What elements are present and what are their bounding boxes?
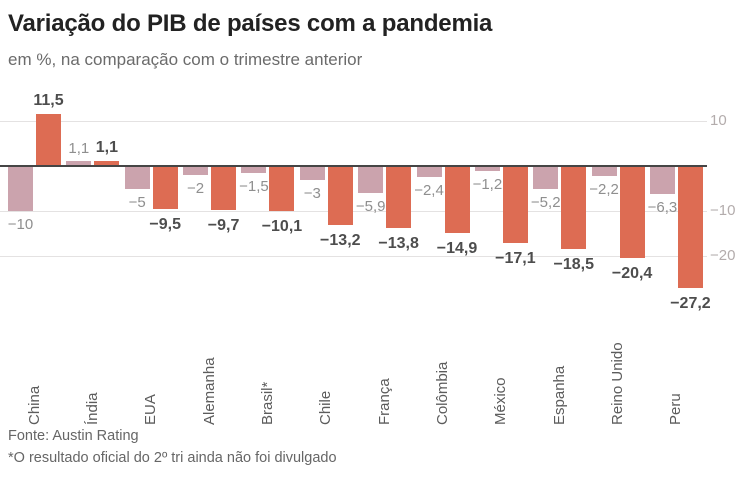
source-credit: Fonte: Austin Rating	[8, 428, 139, 444]
bar-dark-China	[36, 114, 61, 166]
footnote: *O resultado oficial do 2º tri ainda não…	[8, 450, 337, 466]
bar-light-Chile	[299, 166, 325, 180]
gridline--10	[0, 210, 707, 212]
bar-dark-Alemanha	[211, 166, 237, 210]
value-label-light-Espanha: −5,2	[530, 194, 561, 212]
category-label-text: Chile	[317, 390, 335, 425]
value-label-light-Peru: −6,3	[647, 199, 678, 217]
value-label-dark-EUA: −9,5	[149, 215, 182, 233]
value-label-light-Reino Unido: −2,2	[589, 180, 619, 198]
category-label-text: Brasil*	[258, 381, 276, 425]
bar-light-Alemanha	[183, 166, 209, 175]
category-label-França: França	[375, 320, 395, 425]
value-label-light-Colômbia: −2,4	[414, 181, 444, 199]
category-label-México: México	[491, 320, 511, 425]
category-label-text: Espanha	[550, 365, 568, 425]
value-label-light-França: −5,9	[355, 197, 386, 215]
value-label-dark-Peru: −27,2	[670, 295, 711, 313]
category-label-Brasil*: Brasil*	[258, 320, 278, 425]
value-label-dark-Espanha: −18,5	[553, 256, 594, 274]
value-label-dark-Reino Unido: −20,4	[611, 264, 653, 282]
value-label-light-China: −10	[7, 216, 34, 233]
category-label-Peru: Peru	[666, 320, 686, 425]
value-label-dark-Alemanha: −9,7	[207, 216, 240, 234]
page-title: Variação do PIB de países com a pandemia	[8, 10, 493, 37]
value-label-light-Chile: −3	[303, 184, 321, 202]
category-label-EUA: EUA	[141, 320, 161, 425]
value-label-dark-Brasil*: −10,1	[261, 218, 303, 236]
category-label-text: França	[375, 378, 393, 425]
category-label-Espanha: Espanha	[550, 320, 570, 425]
category-label-text: Reino Unido	[609, 342, 627, 425]
bar-dark-Índia	[94, 161, 120, 166]
category-label-text: Índia	[83, 392, 101, 425]
value-label-dark-França: −13,8	[378, 235, 419, 253]
bar-light-Brasil*	[241, 166, 267, 173]
value-label-light-EUA: −5	[128, 193, 146, 211]
bar-dark-Peru	[677, 166, 703, 289]
category-label-Chile: Chile	[316, 320, 336, 425]
category-label-text: Peru	[667, 393, 685, 425]
bar-dark-França	[386, 166, 412, 229]
bar-dark-Espanha	[561, 166, 587, 250]
zero-axis-line	[0, 164, 707, 167]
page-subtitle: em %, na comparação com o trimestre ante…	[8, 50, 363, 69]
bar-dark-Chile	[327, 166, 353, 226]
value-label-dark-Índia: 1,1	[95, 139, 118, 157]
bar-dark-Reino Unido	[619, 166, 645, 258]
category-label-Alemanha: Alemanha	[200, 320, 220, 425]
value-label-light-Alemanha: −2	[187, 180, 205, 197]
category-label-text: EUA	[142, 394, 160, 425]
value-label-light-Índia: 1,1	[68, 140, 90, 158]
bar-light-México	[474, 166, 500, 172]
category-label-text: Alemanha	[200, 357, 218, 425]
y-axis-tick-label: 10	[710, 112, 727, 129]
value-label-light-México: −1,2	[472, 176, 503, 194]
bar-light-China	[8, 166, 33, 211]
bar-dark-México	[502, 166, 528, 243]
bar-light-Peru	[649, 166, 675, 195]
category-label-Reino Unido: Reino Unido	[608, 320, 628, 425]
value-label-light-Brasil*: −1,5	[239, 177, 269, 195]
bar-light-Reino Unido	[591, 166, 617, 176]
bar-light-França	[358, 166, 384, 193]
bar-dark-Brasil*	[269, 166, 295, 212]
bar-light-Índia	[66, 161, 92, 166]
category-label-text: China	[25, 385, 43, 425]
bar-dark-Colômbia	[444, 166, 470, 234]
y-axis-tick-label: −20	[710, 247, 736, 264]
gridline-10	[0, 120, 707, 122]
category-label-text: México	[492, 377, 510, 425]
value-label-dark-Chile: −13,2	[320, 232, 361, 250]
bar-dark-EUA	[152, 166, 178, 209]
value-label-dark-China: 11,5	[33, 92, 64, 110]
value-label-dark-México: −17,1	[495, 249, 536, 267]
category-label-Colômbia: Colômbia	[433, 320, 453, 425]
y-axis-tick-label: −10	[710, 202, 736, 219]
category-label-Índia: Índia	[83, 320, 103, 425]
value-label-dark-Colômbia: −14,9	[436, 240, 478, 258]
bar-light-EUA	[124, 166, 150, 189]
bar-light-Colômbia	[416, 166, 442, 177]
gridline--20	[0, 255, 707, 257]
category-label-China: China	[25, 320, 45, 425]
category-label-text: Colômbia	[434, 361, 452, 425]
bar-light-Espanha	[533, 166, 559, 190]
